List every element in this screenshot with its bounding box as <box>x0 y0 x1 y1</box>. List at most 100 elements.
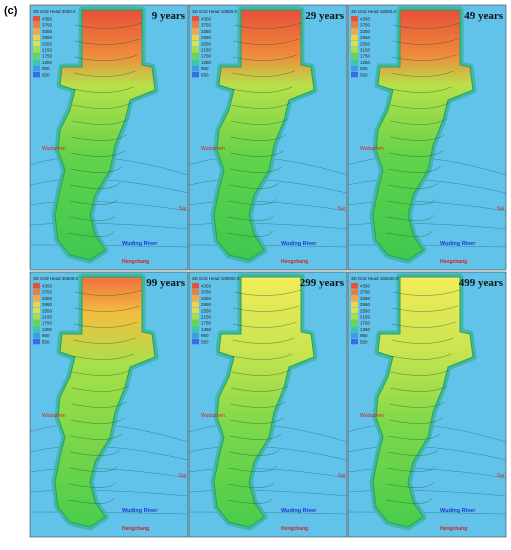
legend-value: 1350 <box>201 60 212 65</box>
legend-title: 3D Grid Head 18250.0 <box>351 9 397 14</box>
head-contour <box>74 305 140 312</box>
legend-swatch <box>192 289 199 295</box>
legend-value: 3350 <box>201 296 212 301</box>
head-contour <box>387 182 439 189</box>
head-contour <box>229 150 284 157</box>
place-label: Hengchang <box>122 526 149 532</box>
head-contour <box>68 230 114 237</box>
head-contour <box>72 369 132 376</box>
legend-swatch <box>192 301 199 308</box>
map-panel: 3D Grid Head 18250.0 43503750335029502550… <box>347 4 507 271</box>
map-panel: 3D Grid Head 182500.0 4350375033502950255… <box>347 271 507 538</box>
legend-title: 3D Grid Head 3650.0 <box>33 9 76 14</box>
head-contour <box>228 449 280 456</box>
panel-title: 499 years <box>459 277 504 289</box>
legend-value: 2950 <box>360 35 371 40</box>
legend-swatch <box>33 314 40 320</box>
legend-value: 2950 <box>201 35 212 40</box>
river-label: Wuding River <box>440 241 476 247</box>
head-contour <box>390 86 452 93</box>
head-contour <box>71 118 129 125</box>
legend-swatch <box>33 326 40 332</box>
head-contour <box>391 70 454 77</box>
legend-swatch <box>192 71 199 78</box>
legend-swatch <box>192 314 199 320</box>
legend-value: 550 <box>201 339 209 344</box>
head-contour <box>231 353 293 360</box>
legend-swatch <box>351 65 358 72</box>
legend-value: 3750 <box>360 23 371 28</box>
legend-swatch <box>33 53 40 59</box>
legend-value: 4350 <box>360 17 371 22</box>
legend-value: 3750 <box>201 290 212 295</box>
contour <box>188 223 348 230</box>
head-contour <box>232 337 295 344</box>
legend-swatch <box>33 34 40 41</box>
head-contour <box>73 321 138 328</box>
panel-title: 49 years <box>464 10 504 22</box>
legend-value: 3350 <box>42 296 53 301</box>
head-contour <box>387 465 436 472</box>
legend-swatch <box>351 338 358 345</box>
map-panel: 3D Grid Head 109500.0 4350375033502950255… <box>188 271 348 538</box>
head-contour <box>229 166 282 173</box>
legend-value: 3350 <box>201 29 212 34</box>
head-contour <box>388 417 443 424</box>
panel-title: 9 years <box>152 10 186 22</box>
head-contour <box>231 86 293 93</box>
legend-swatch <box>351 47 358 53</box>
legend-swatch <box>351 22 358 28</box>
legend-swatch <box>351 332 358 339</box>
legend-swatch <box>192 34 199 41</box>
legend-value: 2550 <box>42 41 53 46</box>
legend-swatch <box>351 314 358 320</box>
legend-value: 4350 <box>42 17 53 22</box>
place-label: Sai <box>338 206 345 212</box>
legend-swatch <box>351 40 358 47</box>
head-contour <box>386 497 432 504</box>
head-contour <box>388 433 441 440</box>
place-label: Wudazhen <box>360 413 384 419</box>
legend-swatch <box>33 22 40 28</box>
head-contour <box>68 497 114 504</box>
contour <box>347 490 507 497</box>
contour <box>188 467 348 479</box>
legend-value: 950 <box>201 66 209 71</box>
legend-value: 950 <box>42 66 50 71</box>
head-contour <box>387 449 439 456</box>
head-contour <box>232 321 297 328</box>
legend-title: 3D Grid Head 109500.0 <box>192 276 240 281</box>
river-label: Wuding River <box>281 508 317 514</box>
contour <box>347 223 507 230</box>
legend-value: 950 <box>42 333 50 338</box>
place-label: Wudazhen <box>42 146 66 152</box>
legend-swatch <box>351 307 358 314</box>
legend-swatch <box>351 71 358 78</box>
legend-value: 2950 <box>201 302 212 307</box>
legend-swatch <box>33 338 40 345</box>
legend-swatch <box>351 289 358 295</box>
head-contour <box>392 38 458 45</box>
head-contour <box>72 353 134 360</box>
head-contour <box>72 86 134 93</box>
legend-value: 3350 <box>360 296 371 301</box>
legend-value: 3750 <box>42 23 53 28</box>
river-label: Wuding River <box>122 508 158 514</box>
legend-swatch <box>192 283 199 289</box>
aquifer-area <box>372 276 474 528</box>
legend-value: 950 <box>360 66 368 71</box>
legend-value: 2150 <box>360 315 371 320</box>
legend-swatch <box>192 16 199 22</box>
legend-swatch <box>351 59 358 65</box>
head-contour <box>70 417 125 424</box>
legend-value: 2550 <box>360 41 371 46</box>
legend-value: 2950 <box>42 35 53 40</box>
head-contour <box>71 401 127 408</box>
river-label: Wuding River <box>122 241 158 247</box>
aquifer-area <box>213 276 315 528</box>
legend-value: 3750 <box>42 290 53 295</box>
place-label: Wudazhen <box>360 146 384 152</box>
river-label: Wuding River <box>440 508 476 514</box>
legend-value: 550 <box>360 72 368 77</box>
legend-swatch <box>192 295 199 301</box>
